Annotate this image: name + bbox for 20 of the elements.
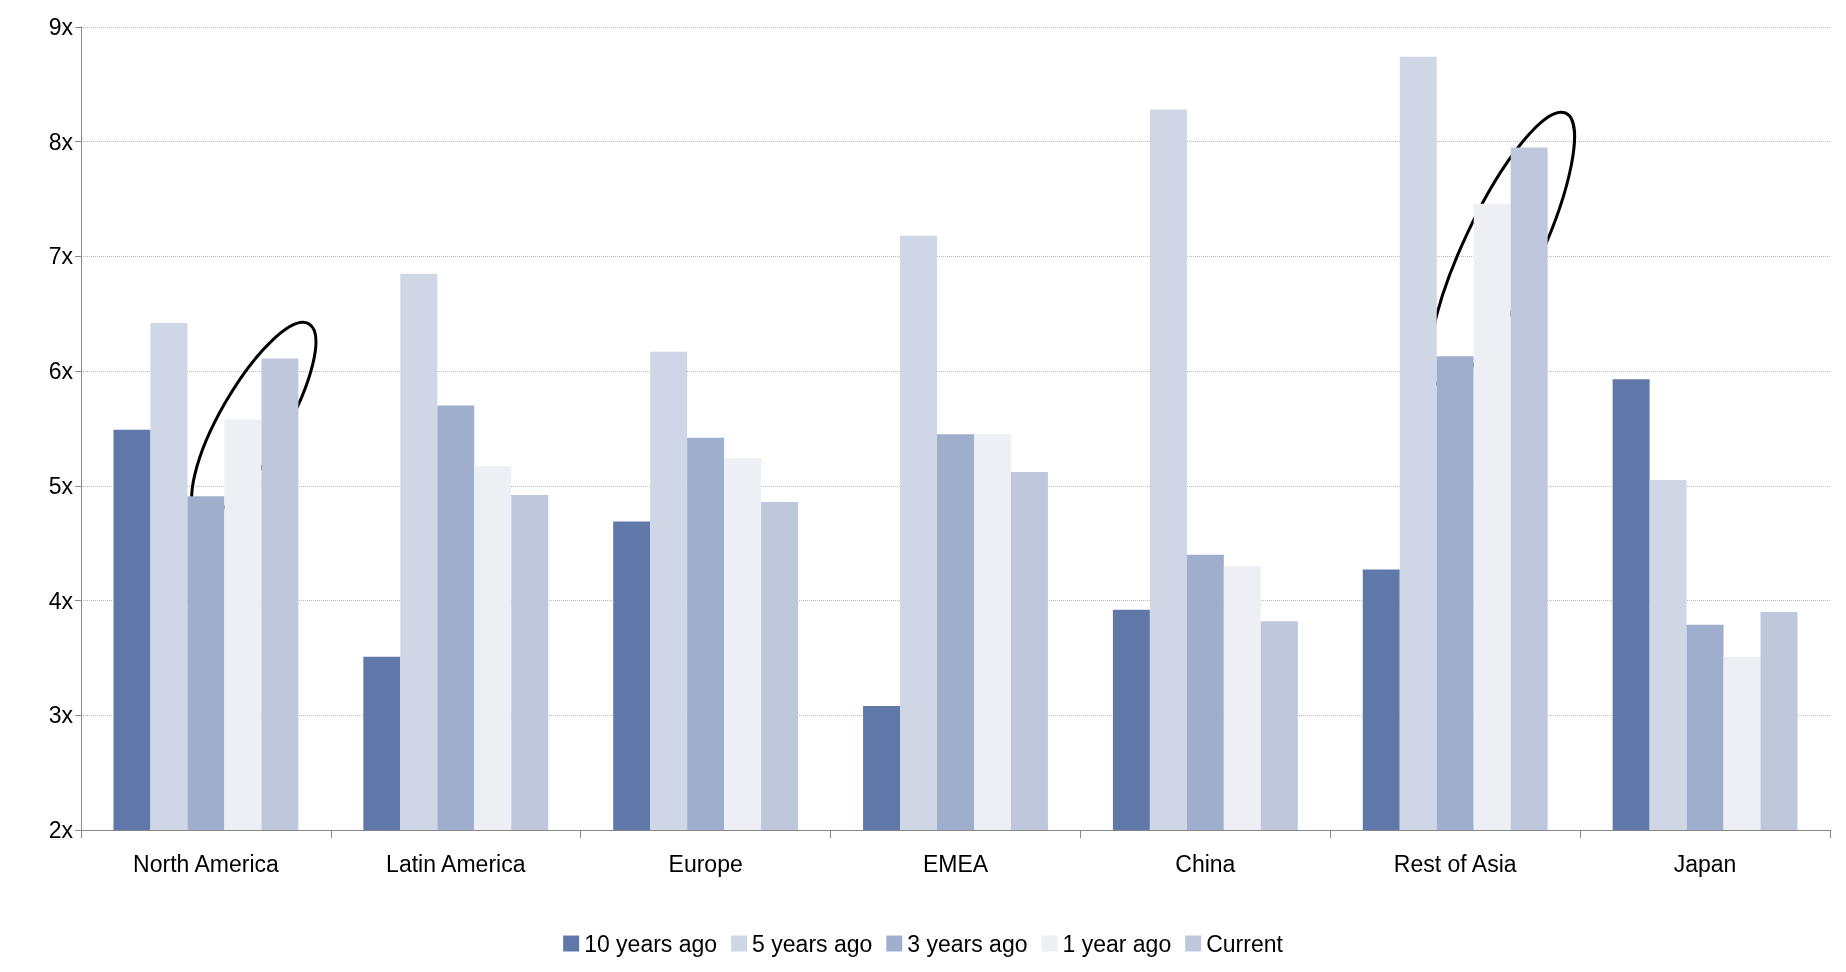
legend-label: 1 year ago [1062, 930, 1172, 957]
y-tick-label: 3x [48, 702, 74, 729]
x-tick-label: Europe [668, 850, 743, 877]
x-tick-label: EMEA [922, 850, 989, 877]
x-tick-label: Rest of Asia [1393, 850, 1517, 877]
x-tick-label: Latin America [386, 850, 526, 877]
legend-label: 10 years ago [584, 930, 718, 957]
y-tick-label: 5x [48, 472, 74, 499]
y-tick-label: 7x [48, 243, 74, 270]
y-tick-label: 4x [48, 587, 74, 614]
y-tick-label: 2x [48, 817, 74, 843]
x-tick-label: Japan [1673, 850, 1737, 877]
x-tick-label: China [1175, 850, 1236, 877]
legend-label: Current [1206, 930, 1284, 957]
x-tick-label: North America [133, 850, 279, 877]
y-tick-label: 8x [48, 128, 74, 155]
legend-label: 3 years ago [907, 930, 1028, 957]
y-tick-label: 9x [48, 14, 74, 40]
y-tick-label: 6x [48, 358, 74, 385]
legend-label: 5 years ago [752, 930, 873, 957]
